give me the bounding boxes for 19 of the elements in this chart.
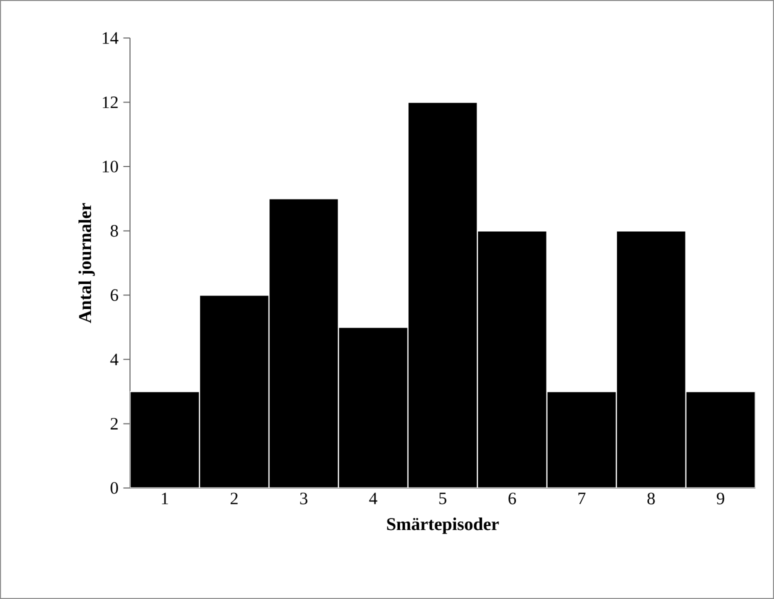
x-tick-label: 4 <box>369 492 378 504</box>
y-tick-label: 8 <box>110 225 118 237</box>
y-tick-label: 0 <box>110 482 118 494</box>
x-tick-label: 2 <box>230 492 238 504</box>
y-tick-label: 10 <box>102 160 118 172</box>
y-tick-label: 14 <box>102 32 118 44</box>
y-tick-label: 6 <box>110 289 118 301</box>
y-axis-title: Antal journaler <box>78 203 95 324</box>
x-tick-label: 9 <box>716 492 724 504</box>
x-tick-label: 6 <box>508 492 516 504</box>
x-tick-label: 3 <box>300 492 308 504</box>
y-tick-label: 2 <box>110 418 118 430</box>
x-tick-label: 1 <box>162 492 168 504</box>
x-axis-title: Smärtepisoder <box>387 518 499 534</box>
y-tick-label: 4 <box>110 354 118 366</box>
x-tick-label: 7 <box>578 492 586 504</box>
x-tick-label: 5 <box>439 492 446 504</box>
x-tick-label: 8 <box>647 492 655 504</box>
y-tick-label: 12 <box>102 96 118 108</box>
